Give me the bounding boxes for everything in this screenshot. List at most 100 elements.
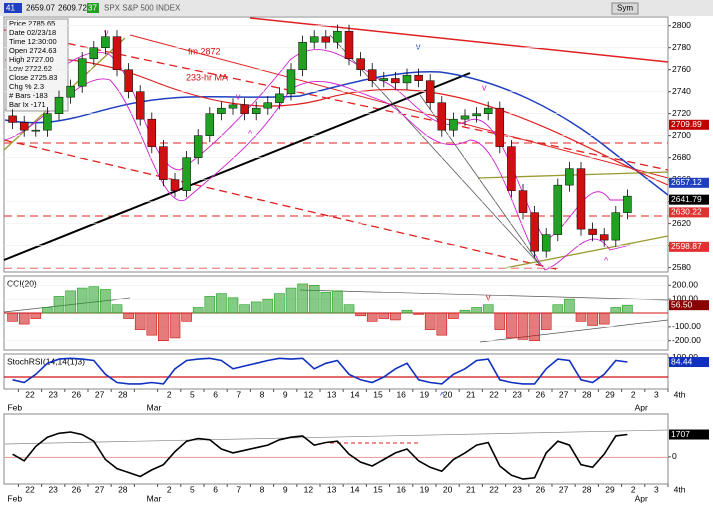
sym-button[interactable] xyxy=(611,2,639,15)
x-tick-label: 7 xyxy=(236,484,241,494)
x-tick-label: 19 xyxy=(420,484,430,494)
sym-button-label[interactable]: Sym xyxy=(617,4,633,13)
candle-body xyxy=(240,104,249,114)
x-tick-label: 9 xyxy=(283,389,288,399)
x-tick-label: 23 xyxy=(48,484,58,494)
moving-average-233 xyxy=(4,57,669,186)
candle-body xyxy=(54,96,64,114)
cci-bar xyxy=(598,312,610,325)
x-tick-label: 27 xyxy=(95,389,105,399)
x-tick-label: 29 xyxy=(605,389,615,399)
channel-line xyxy=(504,235,669,269)
candle-body xyxy=(391,78,400,84)
y-tick-label: 2620 xyxy=(672,218,691,228)
x-tick-label: 28 xyxy=(582,484,592,494)
cci-bar xyxy=(366,312,378,322)
candle-body xyxy=(333,30,342,43)
candle-body xyxy=(507,146,516,191)
cci-bar xyxy=(308,285,320,314)
candle-body xyxy=(182,157,191,191)
candle-body xyxy=(43,113,52,131)
current-tag-label: 56.50 xyxy=(671,299,693,309)
x-tick-label: 2 xyxy=(631,484,636,494)
candle-body xyxy=(101,36,110,48)
x-tick-label: 13 xyxy=(327,389,337,399)
bar-count-box xyxy=(4,3,22,13)
fan-line xyxy=(329,34,541,266)
cci-bar xyxy=(540,312,552,330)
cci-bar xyxy=(378,312,390,319)
trendline xyxy=(299,289,669,301)
trendline xyxy=(3,139,561,271)
candle-body xyxy=(170,179,180,191)
x-tick-label: 15 xyxy=(373,484,383,494)
price-tag xyxy=(669,207,709,218)
candle-body xyxy=(530,212,539,252)
candle-body xyxy=(135,91,145,120)
x-tick-label: 6 xyxy=(213,389,218,399)
candle-body xyxy=(286,69,296,95)
x-tick-label: 22 xyxy=(489,389,499,399)
month-label: Feb xyxy=(7,402,22,412)
price-tag xyxy=(669,241,709,252)
candle-body xyxy=(553,184,563,235)
price-tag-label: 2630.22 xyxy=(671,207,702,217)
current-tag xyxy=(669,429,709,440)
info-line: # Bars -183 xyxy=(9,91,48,100)
cci-bar xyxy=(506,312,517,339)
trendline xyxy=(129,34,669,179)
price-tag-label: 2709.89 xyxy=(671,119,702,129)
annotation: ^ xyxy=(440,390,445,400)
x-tick-label: 28 xyxy=(118,389,128,399)
symbol: SPX S&P 500 INDEX xyxy=(104,4,181,13)
y-tick-label: -200.00 xyxy=(672,335,701,345)
x-tick-label: 14 xyxy=(350,484,360,494)
cci-bar xyxy=(575,312,587,322)
panel-title: StochRSI(14,14(1)3) xyxy=(7,356,85,366)
candle-body xyxy=(367,69,377,81)
candle-body xyxy=(611,212,621,241)
current-tag-label: 84.44 xyxy=(671,356,693,366)
cci-bar xyxy=(53,296,65,314)
price-tag-label: 2657.12 xyxy=(671,177,702,187)
y-tick-label: 2700 xyxy=(672,130,691,140)
bottom-panel xyxy=(3,413,669,485)
stoch-panel xyxy=(3,353,669,390)
month-label: Apr xyxy=(635,493,648,503)
candle-body xyxy=(356,58,365,70)
panel-title: CCI(20) xyxy=(7,278,37,288)
info-line: Low 2722.62 xyxy=(9,64,52,73)
candle-body xyxy=(437,102,447,131)
cci-bar xyxy=(413,312,424,315)
candle-body xyxy=(344,30,354,59)
cci-bar xyxy=(7,312,18,322)
y-tick-label: 0 xyxy=(672,451,677,461)
x-tick-label: 26 xyxy=(536,484,546,494)
trendline xyxy=(3,29,669,171)
candle-body xyxy=(472,113,481,117)
price-tag xyxy=(669,194,709,205)
candle-body xyxy=(518,190,528,213)
cci-bar xyxy=(134,312,146,330)
candle-body xyxy=(8,115,17,123)
cci-bar xyxy=(169,312,181,339)
x-tick-label: 8 xyxy=(260,484,265,494)
x-tick-label: 2 xyxy=(167,484,172,494)
bar-count: 41 xyxy=(6,4,15,13)
x-tick-label: 4th xyxy=(674,484,686,494)
y-tick-label: 2800 xyxy=(672,20,691,30)
cci-bar xyxy=(204,296,216,314)
price-tag-label: 2598.87 xyxy=(671,241,702,251)
candle-body xyxy=(576,168,586,230)
candle-body xyxy=(599,234,609,241)
cci-bar xyxy=(564,298,575,314)
chg-box xyxy=(87,3,99,13)
info-line: Open 2724.63 xyxy=(9,46,57,55)
cci-bar xyxy=(111,304,123,314)
cci-bar xyxy=(587,312,598,326)
candle-body xyxy=(483,107,493,114)
cci-bar xyxy=(123,312,134,319)
cci-bar xyxy=(146,312,158,336)
